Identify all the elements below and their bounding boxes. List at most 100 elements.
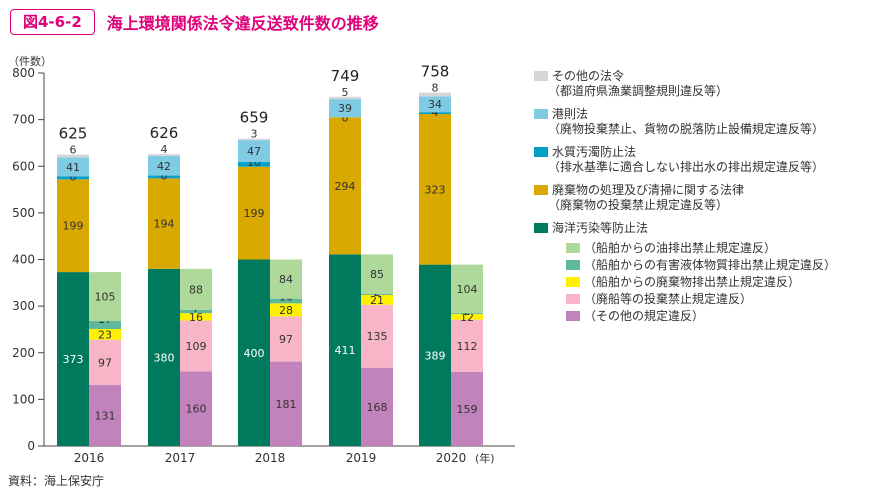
bar-segment-marine_pollution bbox=[329, 254, 361, 446]
y-tick-label: 500 bbox=[12, 206, 35, 220]
data-label-marine_pollution: 380 bbox=[154, 351, 175, 364]
bar-segment-marine_pollution bbox=[57, 272, 89, 446]
bar-segment-waste_ship bbox=[270, 303, 302, 317]
bar-segment-waste_ship bbox=[180, 313, 212, 321]
data-label-port_law: 41 bbox=[66, 161, 80, 174]
bar-segment-other_violation bbox=[361, 367, 393, 446]
legend-swatch-marine_pollution bbox=[534, 223, 548, 233]
data-label-waste_law: 323 bbox=[425, 183, 446, 196]
source-note: 資料：海上保安庁 bbox=[8, 474, 105, 488]
y-tick-label: 100 bbox=[12, 392, 35, 406]
total-label: 749 bbox=[331, 67, 360, 85]
data-label-marine_pollution: 373 bbox=[63, 353, 84, 366]
bar-segment-waste_ship bbox=[361, 294, 393, 305]
y-tick-label: 200 bbox=[12, 346, 35, 360]
legend-swatch-noxious bbox=[566, 260, 580, 270]
bar-segment-abandon bbox=[89, 339, 121, 385]
y-tick-label: 400 bbox=[12, 253, 35, 267]
legend-label-other_violation: （その他の規定違反） bbox=[584, 308, 704, 323]
data-label-water_pollution: 6 bbox=[70, 171, 77, 184]
legend-sublabel-water_pollution: （排水基準に適合しない排出水の排出規定違反等） bbox=[548, 159, 824, 174]
data-label-water_pollution: 0 bbox=[342, 111, 349, 124]
bar-segment-waste_ship bbox=[451, 314, 483, 320]
data-label-abandon: 109 bbox=[186, 340, 207, 353]
data-label-port_law: 42 bbox=[157, 160, 171, 173]
total-label: 659 bbox=[240, 109, 269, 127]
bar-segment-other_violation bbox=[180, 371, 212, 446]
bar-segment-waste_ship bbox=[89, 328, 121, 340]
legend-swatch-waste_ship bbox=[566, 277, 580, 287]
legend-label-oil: （船舶からの油排出禁止規定違反） bbox=[584, 240, 776, 255]
data-label-marine_pollution: 400 bbox=[244, 347, 265, 360]
legend-label-other_laws: その他の法令 bbox=[552, 68, 624, 83]
data-label-other_laws: 4 bbox=[161, 143, 168, 156]
y-axis-label: （件数） bbox=[8, 55, 52, 68]
bar-segment-waste_law bbox=[419, 114, 451, 265]
data-label-abandon: 135 bbox=[367, 330, 388, 343]
bar-segment-waste_law bbox=[57, 179, 89, 273]
bar-segment-abandon bbox=[361, 304, 393, 368]
bar-segment-water_pollution bbox=[148, 175, 180, 179]
data-label-port_law: 47 bbox=[247, 145, 261, 158]
bar-segment-other_laws bbox=[238, 138, 270, 141]
bar-segment-noxious bbox=[270, 298, 302, 304]
bar-segment-oil bbox=[180, 268, 212, 310]
bar-segment-other_violation bbox=[270, 361, 302, 446]
total-label: 758 bbox=[421, 63, 450, 81]
data-label-waste_ship: 23 bbox=[98, 328, 112, 341]
total-label: 625 bbox=[59, 125, 88, 143]
bar-segment-other_laws bbox=[57, 154, 89, 158]
data-label-oil: 84 bbox=[279, 273, 293, 286]
x-tick-label: 2020 bbox=[436, 451, 467, 465]
data-label-water_pollution: 6 bbox=[161, 170, 168, 183]
data-label-waste_law: 294 bbox=[335, 180, 356, 193]
y-tick-label: 800 bbox=[12, 66, 35, 80]
data-label-waste_ship: 16 bbox=[189, 311, 203, 324]
bar-segment-abandon bbox=[180, 320, 212, 372]
x-tick-label: 2019 bbox=[346, 451, 377, 465]
bar-segment-noxious bbox=[89, 321, 121, 329]
data-label-port_law: 34 bbox=[428, 98, 442, 111]
bar-segment-marine_pollution bbox=[148, 268, 180, 446]
data-label-waste_ship: 21 bbox=[370, 294, 384, 307]
bar-segment-port_law bbox=[148, 155, 180, 176]
bar-segment-port_law bbox=[238, 140, 270, 163]
legend-label-noxious: （船舶からの有害液体物質排出禁止規定違反） bbox=[584, 257, 836, 272]
legend-label-abandon: （廃船等の投棄禁止規定違反） bbox=[584, 291, 752, 306]
data-label-oil: 85 bbox=[370, 268, 384, 281]
data-label-other_laws: 6 bbox=[70, 144, 77, 157]
bar-segment-water_pollution bbox=[419, 112, 451, 115]
legend-label-waste_ship: （船舶からの廃棄物排出禁止規定違反） bbox=[584, 274, 800, 289]
x-tick-label: 2018 bbox=[255, 451, 286, 465]
legend-swatch-abandon bbox=[566, 294, 580, 304]
data-label-waste_law: 194 bbox=[154, 218, 175, 231]
data-label-marine_pollution: 389 bbox=[425, 349, 446, 362]
x-axis-suffix: (年) bbox=[475, 451, 495, 465]
data-label-water_pollution: 4 bbox=[432, 106, 439, 119]
bar-segment-other_violation bbox=[451, 371, 483, 446]
legend-swatch-water_pollution bbox=[534, 147, 548, 157]
data-label-abandon: 97 bbox=[279, 333, 293, 346]
legend-label-port_law: 港則法 bbox=[552, 107, 588, 121]
y-tick-label: 600 bbox=[12, 159, 35, 173]
bar-segment-oil bbox=[451, 264, 483, 314]
data-label-oil: 88 bbox=[189, 283, 203, 296]
bar-segment-port_law bbox=[57, 157, 89, 177]
bar-segment-noxious bbox=[361, 294, 393, 295]
data-label-marine_pollution: 411 bbox=[335, 344, 356, 357]
data-label-waste_law: 199 bbox=[63, 220, 84, 233]
bar-segment-marine_pollution bbox=[419, 264, 451, 446]
bar-segment-oil bbox=[89, 272, 121, 322]
legend-label-waste_law: 廃棄物の処理及び清掃に関する法律 bbox=[552, 182, 744, 197]
bar-segment-oil bbox=[361, 254, 393, 295]
data-label-abandon: 112 bbox=[457, 340, 478, 353]
data-label-other_laws: 5 bbox=[342, 86, 349, 99]
bar-segment-port_law bbox=[419, 96, 451, 113]
data-label-waste_ship: 12 bbox=[460, 311, 474, 324]
bar-segment-abandon bbox=[451, 319, 483, 372]
bar-segment-water_pollution bbox=[238, 162, 270, 167]
bar-segment-other_violation bbox=[89, 384, 121, 446]
bar-segment-marine_pollution bbox=[238, 259, 270, 446]
legend-swatch-other_laws bbox=[534, 71, 548, 81]
total-label: 626 bbox=[150, 124, 179, 142]
